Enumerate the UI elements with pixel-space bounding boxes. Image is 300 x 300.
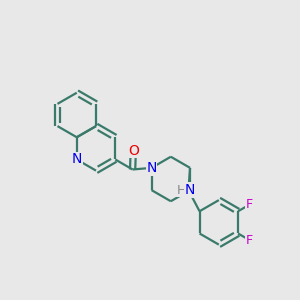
Text: F: F	[246, 234, 253, 247]
Text: N: N	[146, 161, 157, 175]
Text: O: O	[128, 144, 139, 158]
Text: N: N	[185, 183, 195, 197]
Text: N: N	[72, 152, 82, 167]
Text: H: H	[176, 184, 186, 196]
Text: F: F	[246, 198, 253, 211]
